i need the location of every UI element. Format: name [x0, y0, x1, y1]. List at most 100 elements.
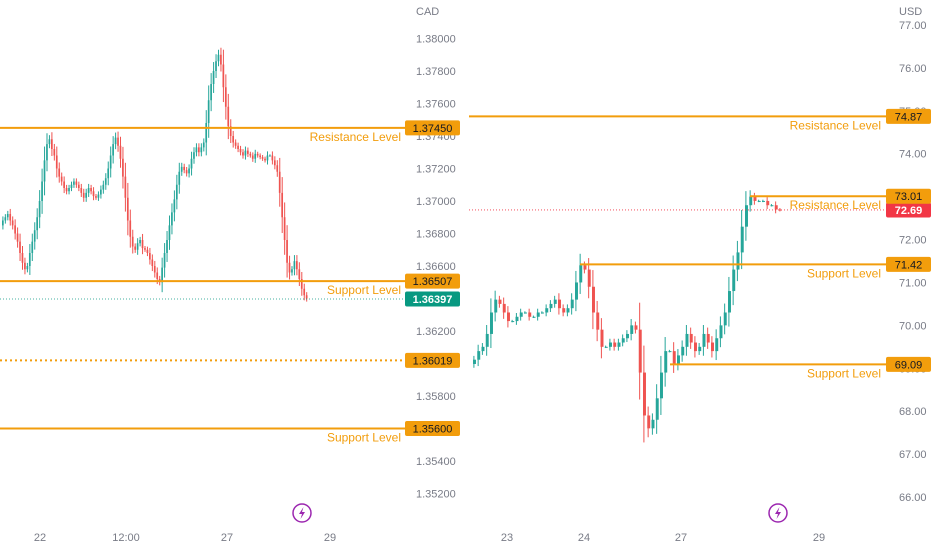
y-tick-label: 71.00: [899, 277, 927, 289]
candle-body: [753, 196, 757, 201]
candle-body: [161, 267, 163, 283]
candle-body: [502, 303, 506, 313]
candle-body: [70, 184, 73, 188]
candle-body: [109, 155, 112, 169]
price-level: 71.42 Support Level: [580, 256, 931, 280]
candle-body: [266, 155, 269, 161]
candle-body: [141, 240, 144, 249]
y-tick-label: 1.35400: [416, 456, 456, 468]
candle-body: [26, 266, 29, 270]
candle-body: [269, 155, 271, 157]
candle-body: [65, 188, 68, 192]
candle-body: [626, 333, 629, 339]
candle-body: [33, 230, 36, 242]
candle-body: [234, 142, 237, 146]
candle-body: [73, 181, 75, 185]
candle-body: [205, 123, 208, 143]
candle-body: [55, 155, 58, 169]
candle-body: [570, 299, 574, 309]
candle-body: [190, 158, 193, 169]
x-tick-label: 27: [221, 532, 233, 544]
currency-label: CAD: [416, 6, 439, 18]
candle-body: [136, 243, 139, 250]
candle-body: [677, 355, 680, 364]
candle-body: [2, 220, 4, 226]
candle-body: [202, 142, 205, 148]
candle-body: [286, 240, 288, 263]
candle-body: [107, 168, 110, 179]
y-tick-label: 70.00: [899, 320, 927, 332]
price-level: 1.37450 Resistance Level: [0, 120, 460, 144]
candle-body: [131, 236, 134, 247]
candle-body: [281, 192, 284, 218]
candle-body: [706, 333, 710, 343]
candle-body: [195, 147, 198, 153]
candle-body: [51, 139, 53, 149]
candle-body: [119, 145, 122, 159]
level-label: Support Level: [807, 266, 881, 280]
x-tick-label: 24: [578, 532, 590, 544]
candle-body: [621, 338, 625, 343]
candle-body: [668, 351, 672, 353]
candle-body: [736, 252, 740, 270]
candle-body: [300, 279, 303, 289]
y-tick-label: 1.37600: [416, 99, 456, 111]
last-price-value: 72.69: [895, 205, 923, 217]
candle-body: [749, 196, 753, 206]
candle-body: [719, 325, 723, 339]
price-level: 69.09 Support Level: [670, 356, 931, 380]
candle-body: [87, 188, 90, 193]
candle-body: [507, 312, 510, 322]
candle-body: [229, 126, 232, 136]
candle-body: [242, 152, 244, 156]
level-price-tag: [886, 108, 931, 124]
price-level: 1.36507 Support Level: [0, 273, 460, 297]
candle-body: [264, 158, 266, 161]
candle-body: [273, 160, 276, 166]
candle-body: [46, 144, 48, 161]
candle-body: [210, 84, 212, 101]
candle-body: [207, 100, 210, 123]
candle-body: [296, 261, 298, 270]
candle-body: [21, 253, 24, 263]
candle-body: [156, 272, 159, 279]
candle-body: [596, 312, 600, 330]
candle-body: [732, 269, 736, 292]
level-price-tag: [405, 352, 460, 368]
candle-body: [254, 153, 257, 159]
candle-body: [685, 333, 689, 347]
level-price-tag: [405, 273, 460, 289]
y-tick-label: 1.35200: [416, 489, 456, 501]
candle-body: [24, 262, 26, 270]
level-price-tag: [886, 188, 931, 204]
candle-body: [180, 166, 183, 172]
candle-body: [124, 176, 127, 198]
candle-body: [126, 197, 129, 221]
candle-body: [702, 333, 706, 347]
candle-body: [175, 184, 178, 200]
candle-body: [689, 333, 693, 343]
candle-body: [592, 286, 595, 313]
candle-body: [82, 192, 85, 198]
level-price-tag: [405, 421, 460, 436]
candle-body: [298, 269, 301, 279]
candle-body: [728, 291, 731, 313]
candle-body: [249, 153, 252, 156]
candle-body: [740, 226, 744, 253]
marker-bolt: [775, 507, 781, 519]
candle-body: [481, 346, 485, 352]
candle-body: [498, 299, 502, 304]
candle-body: [14, 225, 16, 234]
x-tick-label: 23: [501, 532, 513, 544]
candle-body: [711, 342, 714, 352]
candle-body: [604, 346, 608, 348]
candles: [2, 47, 308, 302]
candle-body: [166, 240, 168, 253]
price-level: 1.35600 Support Level: [0, 421, 460, 445]
candle-body: [519, 312, 523, 317]
candle-body: [600, 329, 604, 347]
y-tick-label: 1.36200: [416, 326, 456, 338]
x-tick-label: 12:00: [112, 532, 140, 544]
candle-body: [97, 194, 100, 198]
candle-body: [536, 312, 540, 317]
